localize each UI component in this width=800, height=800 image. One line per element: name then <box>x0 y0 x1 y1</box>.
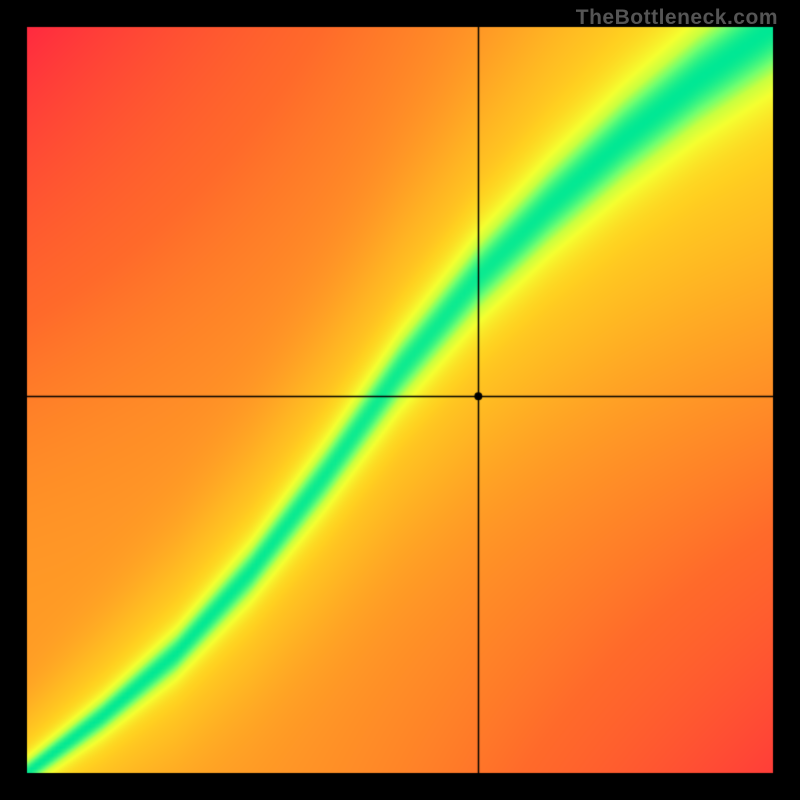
chart-container: { "chart": { "type": "heatmap", "canvas_… <box>0 0 800 800</box>
watermark-text: TheBottleneck.com <box>576 6 778 30</box>
bottleneck-heatmap <box>0 0 800 800</box>
